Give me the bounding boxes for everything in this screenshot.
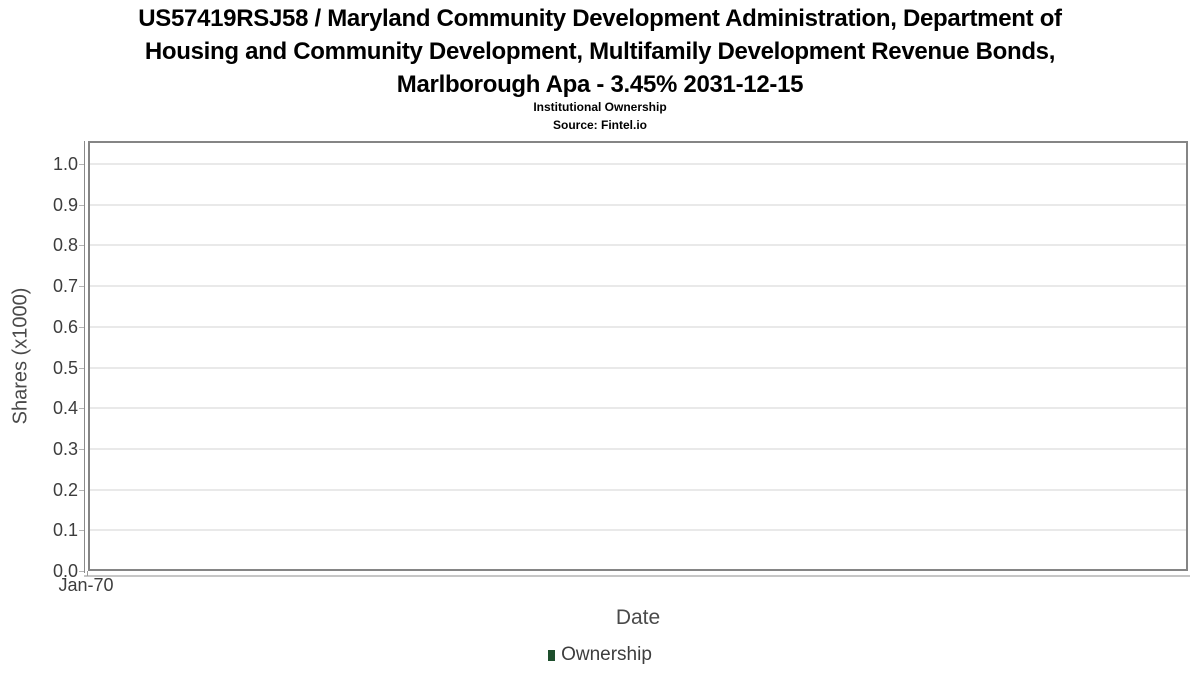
y-tick-labels: 0.0 0.1 0.2 0.3 0.4 0.5 0.6 0.7 0.8 0.9 1.0 — [0, 141, 78, 581]
gridline-y-0.1 — [90, 529, 1186, 532]
y-tick-mark-0.2 — [79, 489, 84, 491]
chart-source-credit: Source: Fintel.io — [552, 118, 647, 132]
y-tick-label-0.4: 0.4 — [52, 398, 78, 419]
y-axis-line — [84, 141, 85, 573]
gridline-y-0.5 — [90, 366, 1186, 369]
y-tick-mark-0.7 — [79, 286, 84, 288]
y-tick-mark-1.0 — [79, 164, 84, 165]
plot-area — [88, 141, 1188, 571]
gridline-y-0.7 — [90, 285, 1186, 288]
gridline-y-0.3 — [90, 447, 1186, 450]
y-tick-label-0.9: 0.9 — [52, 194, 78, 215]
chart-title-line-3: Marlborough Apa - 3.45% 2031-12-15 — [396, 71, 804, 98]
y-tick-mark-0.9 — [79, 204, 84, 206]
legend-label: Ownership — [561, 644, 652, 665]
y-tick-mark-0.3 — [79, 448, 84, 450]
gridline-y-0.8 — [90, 244, 1186, 247]
gridline-y-0.2 — [90, 488, 1186, 491]
chart-title-line-1: US57419RSJ58 / Maryland Community Develo… — [138, 5, 1062, 32]
y-tick-mark-0.1 — [79, 530, 84, 532]
y-tick-label-0.0: 0.0 — [52, 561, 78, 581]
gridline-y-1.0 — [90, 163, 1186, 165]
y-tick-label-0.8: 0.8 — [52, 235, 78, 256]
x-tick-mark — [87, 571, 88, 576]
x-axis-title: Date — [615, 606, 661, 629]
chart-subtitle: Institutional Ownership — [533, 100, 667, 114]
chart-title-line-2: Housing and Community Development, Multi… — [144, 38, 1056, 65]
y-tick-label-0.2: 0.2 — [52, 479, 78, 500]
gridline-y-0.9 — [90, 203, 1186, 206]
gridline-y-0.6 — [90, 325, 1186, 328]
y-tick-mark-0.5 — [79, 367, 84, 369]
y-tick-mark-0.8 — [79, 245, 84, 247]
y-tick-mark-0.6 — [79, 326, 84, 328]
y-tick-marks — [79, 141, 84, 573]
x-tick-label: Jan-70 — [58, 575, 114, 595]
y-tick-label-0.7: 0.7 — [52, 276, 78, 297]
legend-item-ownership[interactable]: Ownership — [0, 644, 1200, 666]
legend-swatch-icon — [548, 649, 556, 661]
y-tick-mark-0.0 — [79, 571, 84, 572]
x-axis-line — [84, 575, 1190, 577]
y-tick-label-1.0: 1.0 — [52, 154, 78, 174]
y-tick-label-0.3: 0.3 — [52, 438, 78, 459]
y-tick-label-0.5: 0.5 — [52, 357, 78, 378]
gridline-y-0.4 — [90, 407, 1186, 410]
chart-title: US57419RSJ58 / Maryland Community Develo… — [0, 2, 1200, 101]
y-tick-mark-0.4 — [79, 408, 84, 410]
y-tick-label-0.6: 0.6 — [52, 316, 78, 337]
y-tick-label-0.1: 0.1 — [52, 520, 78, 541]
